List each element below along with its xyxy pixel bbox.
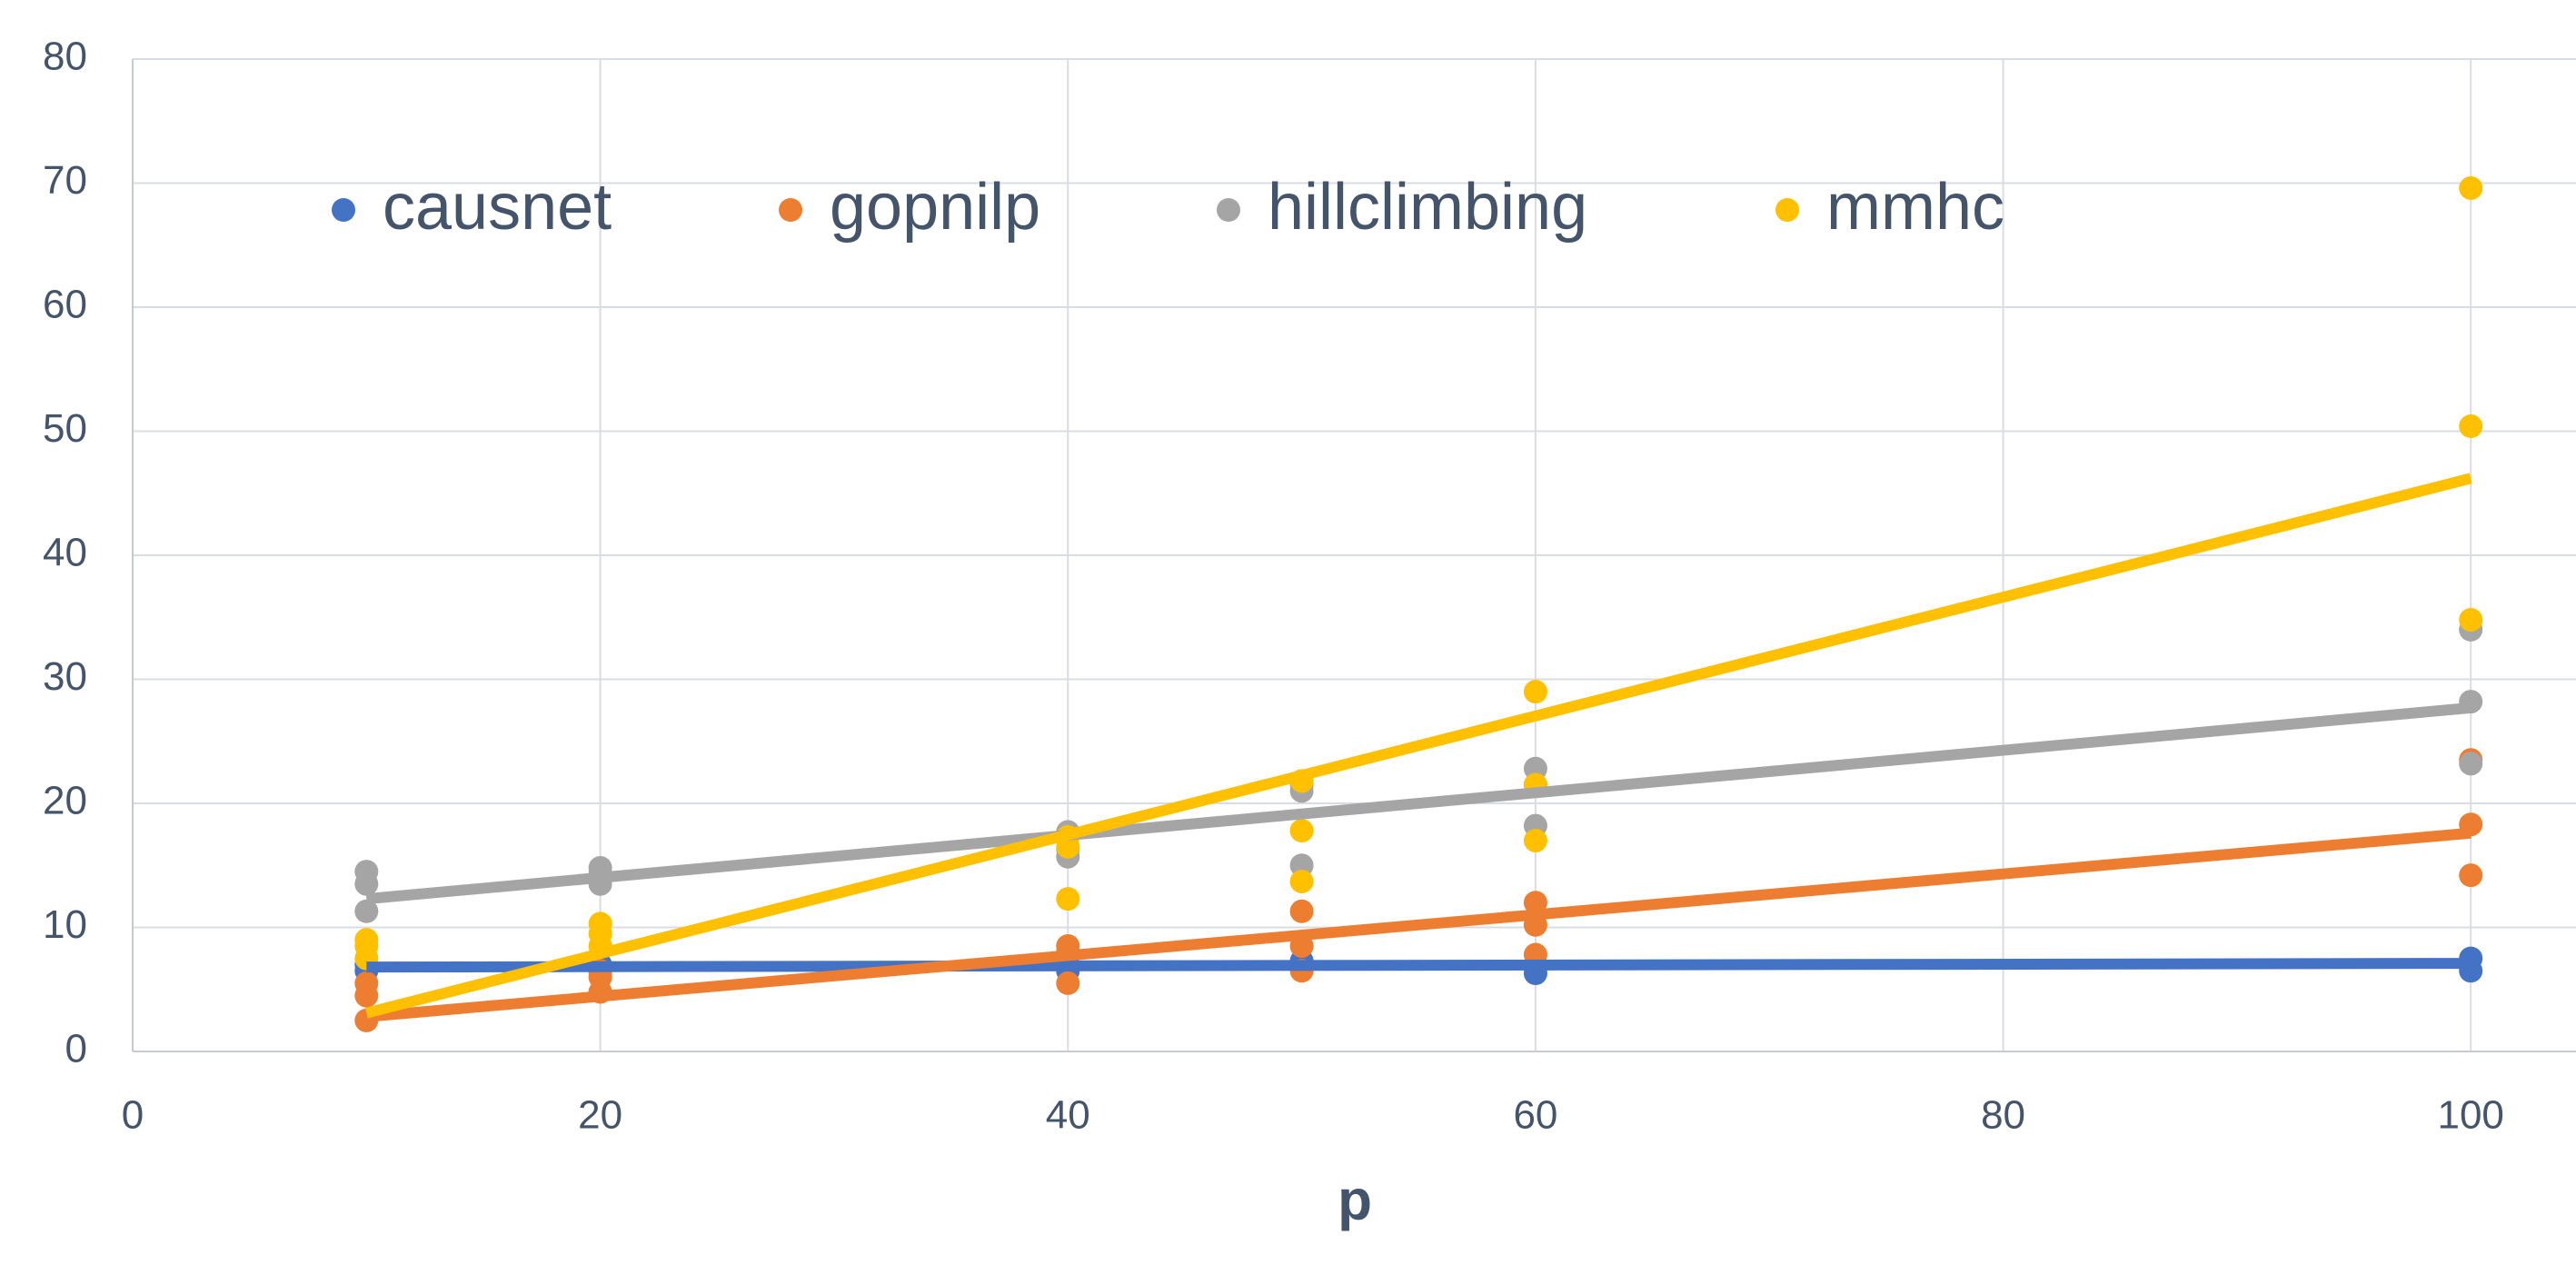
trendline	[366, 958, 2472, 973]
x-tick-label: 60	[1513, 1093, 1557, 1138]
y-tick-label: 20	[43, 779, 87, 823]
point	[1289, 869, 1314, 893]
point	[2459, 414, 2483, 439]
y-tick-label: 30	[43, 654, 87, 699]
point	[354, 928, 379, 952]
point	[2459, 752, 2483, 776]
y-tick-label: 60	[43, 283, 87, 327]
x-tick-label: 20	[578, 1093, 622, 1138]
y-tick-label: 40	[43, 531, 87, 575]
legend-marker	[779, 198, 802, 222]
legend-label: causnet	[383, 171, 612, 244]
point	[354, 899, 379, 923]
x-axis-title: p	[1338, 1169, 1372, 1231]
y-tick-label: 70	[43, 158, 87, 203]
y-tick-label: 10	[43, 902, 87, 947]
point	[588, 911, 612, 936]
point	[354, 860, 379, 884]
trendline	[365, 702, 2472, 905]
legend-label: mmhc	[1826, 171, 2004, 244]
point	[1289, 899, 1314, 923]
point	[1056, 887, 1080, 911]
point	[2459, 607, 2483, 632]
legend-marker	[1775, 198, 1799, 222]
point	[1056, 971, 1080, 995]
y-tick-label: 80	[43, 35, 87, 79]
y-tick-label: 50	[43, 406, 87, 451]
x-tick-label: 40	[1046, 1093, 1090, 1138]
point	[1523, 891, 1547, 915]
point	[2459, 175, 2483, 200]
trendline	[365, 827, 2472, 1022]
point	[1523, 680, 1547, 704]
x-tick-label: 80	[1981, 1093, 2025, 1138]
point	[354, 971, 379, 995]
legend-label: gopnilp	[830, 171, 1040, 244]
trendline	[364, 473, 2472, 1019]
point	[1523, 828, 1547, 852]
legend-marker	[332, 198, 355, 222]
legend-marker	[1217, 198, 1240, 222]
point	[1289, 819, 1314, 843]
point	[2459, 863, 2483, 888]
x-tick-label: 0	[122, 1093, 144, 1138]
x-tick-label: 100	[2437, 1093, 2503, 1138]
y-tick-label: 0	[65, 1027, 87, 1071]
legend-label: hillclimbing	[1268, 171, 1587, 244]
